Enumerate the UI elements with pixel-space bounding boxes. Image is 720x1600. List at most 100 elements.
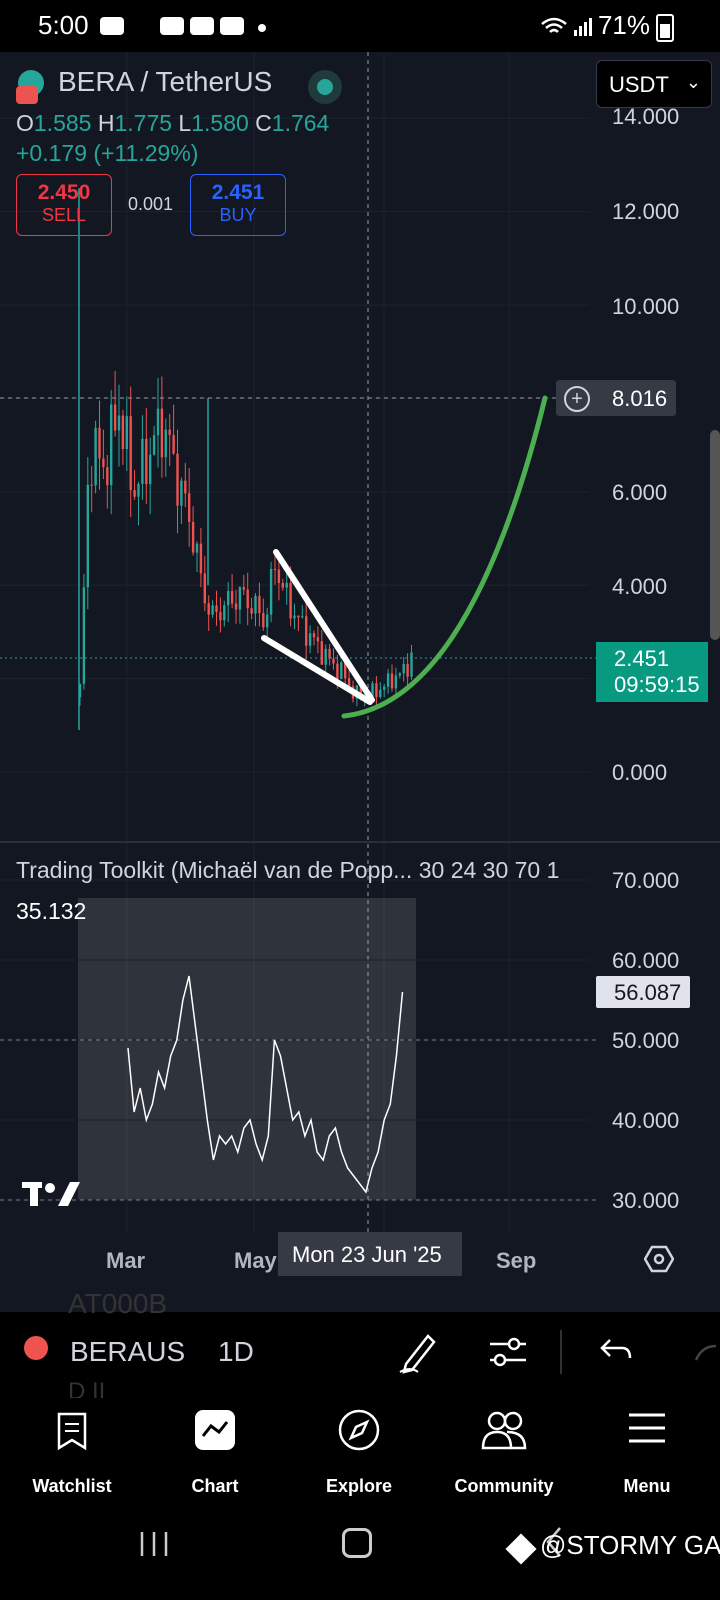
candle-body	[184, 480, 187, 494]
close-label: C	[255, 110, 272, 136]
buy-price: 2.451	[211, 181, 265, 204]
community-icon	[481, 1411, 527, 1450]
youtube-icon	[190, 17, 214, 35]
compass-icon	[338, 1409, 380, 1451]
candle-body	[340, 662, 343, 679]
candle-body	[371, 683, 374, 698]
indicator-current-label: 56.087	[596, 976, 690, 1008]
candle-body	[297, 615, 300, 618]
currency-value: USDT	[609, 72, 669, 97]
bottom-navigation: Watchlist Chart Explore Community Menu	[0, 1398, 720, 1508]
indicator-value: 35.132	[16, 898, 87, 924]
candle-body	[254, 595, 257, 614]
nav-explore[interactable]: Explore	[299, 1398, 419, 1508]
redo-icon[interactable]	[692, 1336, 720, 1366]
candle-body	[180, 480, 183, 506]
last-price: 2.451	[614, 646, 670, 671]
chart-settings-icon[interactable]	[644, 1244, 674, 1274]
candle-body	[308, 633, 312, 646]
candle-body	[160, 408, 164, 458]
price-axis-label: 0.000	[612, 760, 668, 785]
candle-body	[250, 608, 253, 614]
price-axis-label: 10.000	[612, 294, 680, 319]
youtube-icon	[220, 17, 244, 35]
notification-icon	[100, 17, 124, 35]
undo-icon[interactable]	[600, 1334, 634, 1368]
price-chart-canvas[interactable]	[0, 52, 720, 1312]
candle-body	[273, 568, 277, 570]
wifi-signal-icon	[541, 17, 592, 36]
wedge-upper-line	[273, 549, 375, 703]
candle-body	[145, 438, 148, 485]
candle-body	[117, 415, 121, 431]
candle-body	[137, 483, 140, 497]
candle-body	[305, 616, 308, 646]
candle-body	[152, 435, 156, 455]
candle-body	[156, 408, 160, 436]
scroll-handle[interactable]	[710, 430, 720, 640]
candle-body	[211, 605, 214, 615]
candle-body	[110, 404, 113, 486]
candle-body	[262, 613, 265, 628]
add-alert-icon[interactable]: +	[564, 386, 590, 412]
open-value: 1.585	[33, 110, 92, 136]
crosshair-price-label[interactable]: + 8.016	[556, 380, 676, 416]
candle-body	[98, 427, 101, 459]
home-icon[interactable]	[342, 1528, 372, 1558]
indicator-line	[127, 975, 404, 1194]
candle-body	[359, 685, 362, 700]
nav-chart[interactable]: Chart	[155, 1398, 275, 1508]
spread-value: 0.001	[128, 194, 174, 214]
candle-body	[78, 683, 82, 698]
currency-select[interactable]: USDT ⌄	[596, 60, 712, 108]
nav-menu-label: Menu	[623, 1476, 671, 1496]
ohlc-row: O1.585 H1.775 L1.580 C1.764	[16, 110, 329, 137]
indicator-axis-label: 30.000	[612, 1188, 680, 1213]
indicators-sliders-icon[interactable]	[488, 1332, 528, 1372]
candle-body	[344, 662, 347, 679]
candle-body	[125, 416, 128, 450]
candle-body	[293, 615, 296, 619]
candle-body	[223, 605, 226, 621]
nav-community[interactable]: Community	[443, 1398, 565, 1508]
open-label: O	[16, 110, 34, 136]
time-axis-label: Sep	[496, 1248, 537, 1273]
nav-community-label: Community	[454, 1476, 554, 1496]
candle-body	[113, 404, 117, 431]
high-label: H	[97, 110, 115, 136]
indicator-legend[interactable]: Trading Toolkit (Michaël van de Popp... …	[16, 857, 559, 884]
candle-body	[406, 663, 409, 677]
time-axis-label: May	[234, 1248, 277, 1273]
toolbar-symbol[interactable]: BERAUS	[70, 1336, 186, 1367]
status-time: 5:00	[38, 10, 89, 40]
toolbar-divider	[560, 1330, 562, 1374]
candle-body	[246, 589, 249, 609]
sell-label: SELL	[41, 205, 87, 225]
candle-body	[121, 415, 125, 450]
ghost-symbol-above: AT000B	[68, 1288, 168, 1319]
candle-body	[394, 675, 398, 689]
nav-watchlist[interactable]: Watchlist	[12, 1398, 132, 1508]
candle-body	[281, 582, 284, 588]
nav-menu[interactable]: Menu	[587, 1398, 707, 1508]
price-axis-label: 6.000	[612, 480, 668, 505]
watermark-logo	[505, 1533, 537, 1565]
candle-body	[230, 591, 234, 604]
price-change: +0.179 (+11.29%)	[16, 140, 199, 166]
candle-body	[386, 673, 390, 687]
candle-body	[269, 568, 273, 615]
sell-button[interactable]: 2.450 SELL	[16, 174, 112, 236]
status-bar: 5:00 71%	[0, 0, 720, 52]
candle-body	[191, 522, 195, 553]
drawing-pencil-icon[interactable]	[398, 1330, 438, 1374]
candle-body	[375, 683, 378, 697]
buy-button[interactable]: 2.451 BUY	[190, 174, 286, 236]
symbol-title[interactable]: BERA / TetherUS	[58, 66, 273, 97]
price-axis-label: 14.000	[612, 104, 680, 129]
sell-price: 2.450	[37, 181, 91, 204]
candle-body	[285, 582, 288, 588]
back-icon[interactable]	[544, 1526, 564, 1558]
recent-apps-icon[interactable]	[138, 1530, 170, 1558]
toolbar-interval[interactable]: 1D	[218, 1336, 254, 1367]
chart-area[interactable]: BERA / TetherUS USDT ⌄ O1.585 H1.775 L1.…	[0, 52, 720, 1312]
